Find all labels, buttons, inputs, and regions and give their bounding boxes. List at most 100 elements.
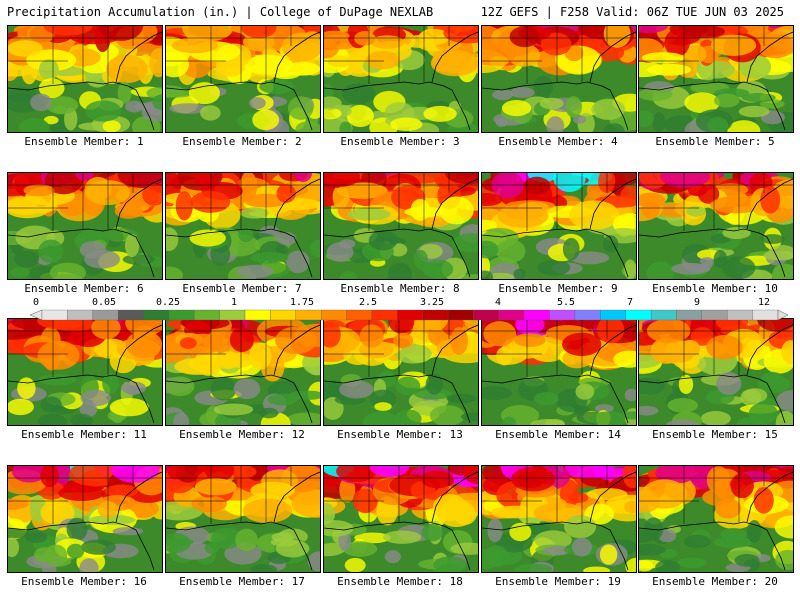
colorbar-tick-label: 1 xyxy=(230,297,238,308)
colorbar-segment xyxy=(752,309,779,321)
precip-map xyxy=(482,173,636,279)
colorbar-min-arrow xyxy=(30,309,43,321)
colorbar-segment xyxy=(244,309,271,321)
ensemble-member-label: Ensemble Member: 20 xyxy=(652,575,778,588)
colorbar-segment xyxy=(676,309,703,321)
precip-map xyxy=(8,26,162,132)
ensemble-panel xyxy=(323,318,479,426)
colorbar-segment xyxy=(422,309,449,321)
run-valid-time: 12Z GEFS | F258 Valid: 06Z TUE JUN 03 20… xyxy=(480,5,784,19)
precip-map xyxy=(324,173,478,279)
ensemble-member-label: Ensemble Member: 14 xyxy=(495,428,621,441)
ensemble-panel xyxy=(481,172,637,280)
ensemble-panel xyxy=(638,25,794,133)
colorbar-segment xyxy=(727,309,753,321)
ensemble-member-label: Ensemble Member: 4 xyxy=(498,135,618,148)
colorbar-segment xyxy=(219,309,246,321)
precip-map xyxy=(324,26,478,132)
colorbar-segment xyxy=(498,309,525,321)
colorbar-tick-label: 1.75 xyxy=(289,297,315,308)
colorbar-segment xyxy=(473,309,499,321)
colorbar-tick-label: 0.05 xyxy=(91,297,117,308)
precip-map xyxy=(8,319,162,425)
ensemble-panel xyxy=(481,25,637,133)
ensemble-member-label: Ensemble Member: 10 xyxy=(652,282,778,295)
ensemble-panel xyxy=(165,25,321,133)
ensemble-panel xyxy=(638,465,794,573)
ensemble-member-label: Ensemble Member: 16 xyxy=(21,575,147,588)
colorbar-segment xyxy=(295,309,322,321)
colorbar-tick-label: 0.25 xyxy=(155,297,181,308)
colorbar-tick-label: 0 xyxy=(32,297,40,308)
ensemble-panel xyxy=(323,172,479,280)
precip-map xyxy=(166,26,320,132)
colorbar-segment xyxy=(117,309,144,321)
ensemble-panel xyxy=(481,318,637,426)
ensemble-member-label: Ensemble Member: 17 xyxy=(179,575,305,588)
colorbar-segment xyxy=(92,309,119,321)
ensemble-panel xyxy=(7,318,163,426)
ensemble-member-label: Ensemble Member: 3 xyxy=(340,135,460,148)
precip-map xyxy=(166,319,320,425)
precip-map xyxy=(639,173,793,279)
colorbar-segment xyxy=(397,309,423,321)
colorbar-segment xyxy=(574,309,601,321)
precip-map xyxy=(8,466,162,572)
colorbar-segment xyxy=(270,309,296,321)
ensemble-member-label: Ensemble Member: 5 xyxy=(655,135,775,148)
precip-map xyxy=(639,319,793,425)
precip-map xyxy=(639,26,793,132)
precip-map xyxy=(166,466,320,572)
colorbar xyxy=(30,309,789,321)
ensemble-panel xyxy=(165,318,321,426)
colorbar-segment xyxy=(346,309,373,321)
colorbar-tick-label: 2.5 xyxy=(358,297,378,308)
colorbar-segment xyxy=(701,309,728,321)
precip-map xyxy=(324,319,478,425)
colorbar-segment xyxy=(524,309,550,321)
ensemble-member-label: Ensemble Member: 8 xyxy=(340,282,460,295)
ensemble-panel xyxy=(7,465,163,573)
colorbar-segment xyxy=(194,309,220,321)
ensemble-panel xyxy=(323,25,479,133)
ensemble-member-label: Ensemble Member: 9 xyxy=(498,282,618,295)
ensemble-panel xyxy=(638,318,794,426)
precip-map xyxy=(324,466,478,572)
ensemble-member-label: Ensemble Member: 11 xyxy=(21,428,147,441)
ensemble-member-label: Ensemble Member: 18 xyxy=(337,575,463,588)
colorbar-segment xyxy=(625,309,652,321)
ensemble-panel xyxy=(165,465,321,573)
ensemble-panel xyxy=(638,172,794,280)
colorbar-max-arrow xyxy=(777,309,789,321)
colorbar-tick-label: 5.5 xyxy=(556,297,576,308)
colorbar-segment xyxy=(447,309,474,321)
colorbar-tick-label: 3.25 xyxy=(419,297,445,308)
ensemble-member-label: Ensemble Member: 1 xyxy=(24,135,144,148)
colorbar-tick-label: 12 xyxy=(757,297,771,308)
ensemble-member-label: Ensemble Member: 6 xyxy=(24,282,144,295)
ensemble-member-label: Ensemble Member: 15 xyxy=(652,428,778,441)
ensemble-member-label: Ensemble Member: 13 xyxy=(337,428,463,441)
ensemble-member-label: Ensemble Member: 7 xyxy=(182,282,302,295)
ensemble-panel xyxy=(323,465,479,573)
colorbar-segment xyxy=(67,309,93,321)
colorbar-segment xyxy=(143,309,170,321)
colorbar-segment xyxy=(321,309,347,321)
chart-title: Precipitation Accumulation (in.) | Colle… xyxy=(7,5,434,19)
colorbar-segment xyxy=(41,309,68,321)
ensemble-panel xyxy=(481,465,637,573)
precip-map xyxy=(8,173,162,279)
colorbar-tick-label: 9 xyxy=(693,297,701,308)
colorbar-segment xyxy=(371,309,398,321)
colorbar-segment xyxy=(650,309,677,321)
precip-map xyxy=(482,26,636,132)
precip-map xyxy=(639,466,793,572)
colorbar-segment xyxy=(600,309,626,321)
precip-map xyxy=(166,173,320,279)
ensemble-panel xyxy=(165,172,321,280)
colorbar-tick-label: 4 xyxy=(494,297,502,308)
colorbar-tick-label: 7 xyxy=(626,297,634,308)
colorbar-segment xyxy=(168,309,195,321)
ensemble-panel xyxy=(7,172,163,280)
precip-map xyxy=(482,319,636,425)
